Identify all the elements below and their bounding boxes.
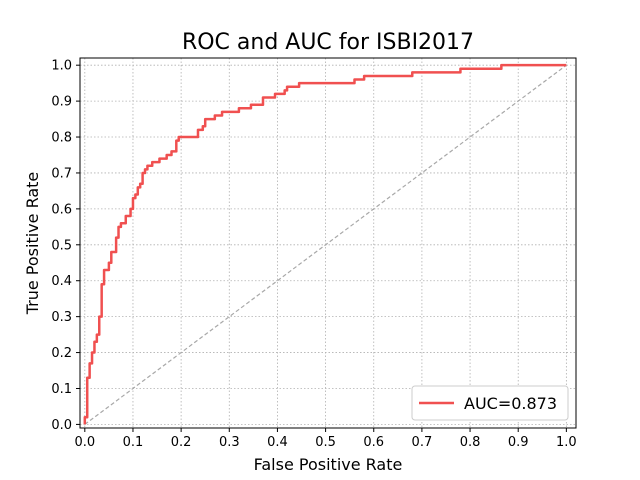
x-tick-label: 0.1 [123,435,144,450]
y-axis-title: True Positive Rate [23,172,42,316]
x-tick-label: 0.7 [412,435,433,450]
y-tick-label: 0.4 [51,274,72,289]
x-tick-label: 1.0 [556,435,577,450]
x-tick-label: 0.9 [508,435,529,450]
x-tick-label: 0.5 [315,435,336,450]
y-tick-label: 0.9 [51,95,72,110]
x-axis-title: False Positive Rate [254,455,403,474]
y-tick-label: 0.5 [51,238,72,253]
y-axis-ticks: 0.0 0.1 0.2 0.3 0.4 0.5 0.6 0.7 0.8 0.9 1.0 [51,59,80,433]
y-tick-label: 0.6 [51,202,72,217]
chance-diagonal-line [84,64,567,425]
y-tick-label: 1.0 [51,59,72,74]
plot-frame [79,57,577,429]
x-tick-label: 0.2 [171,435,192,450]
roc-curve-line [83,63,567,425]
legend-box [411,385,569,421]
y-tick-label: 0.8 [51,131,72,146]
grid-lines [80,58,576,428]
y-tick-label: 0.0 [51,418,72,433]
y-tick-label: 0.3 [51,310,72,325]
legend: AUC=0.873 [411,385,569,421]
y-tick-label: 0.7 [51,166,72,181]
y-tick-label: 0.1 [51,382,72,397]
x-tick-label: 0.3 [219,435,240,450]
x-axis-ticks: 0.0 0.1 0.2 0.3 0.4 0.5 0.6 0.7 0.8 0.9 1.0 [74,428,577,450]
x-tick-label: 0.0 [74,435,95,450]
y-tick-label: 0.2 [51,346,72,361]
x-tick-label: 0.6 [363,435,384,450]
legend-label: AUC=0.873 [464,394,557,413]
x-tick-label: 0.4 [267,435,288,450]
chart-title: ROC and AUC for ISBI2017 [182,30,474,55]
x-tick-label: 0.8 [460,435,481,450]
